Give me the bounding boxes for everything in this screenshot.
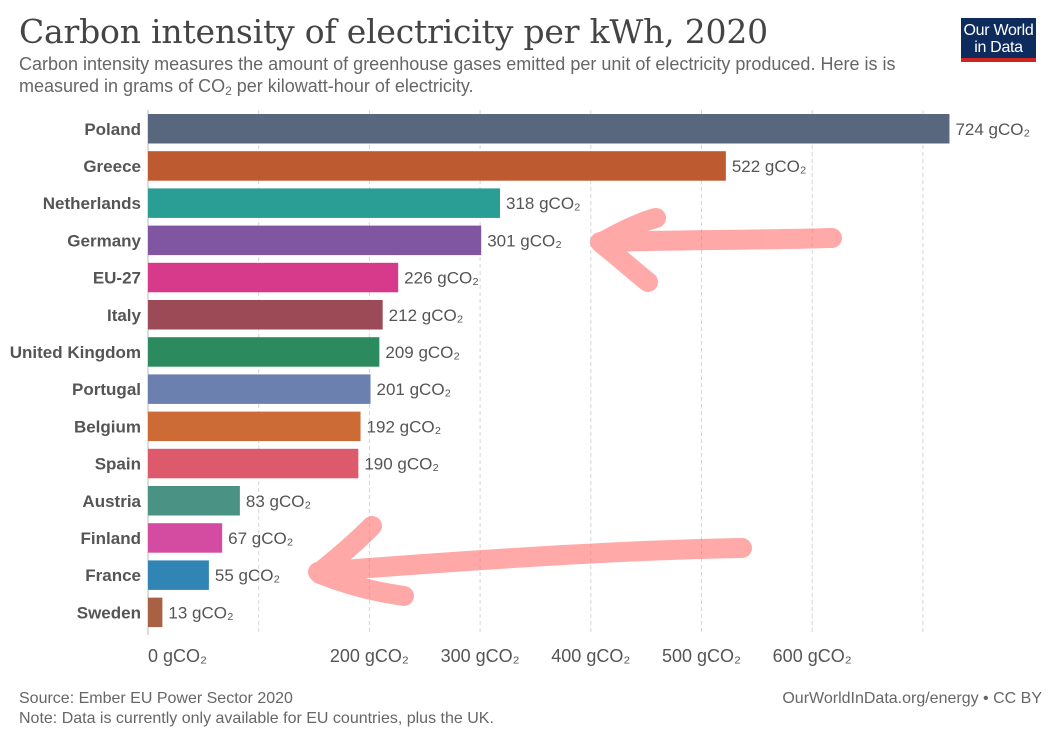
category-label: United Kingdom xyxy=(10,343,141,362)
bar xyxy=(148,411,361,442)
subtitle-subscript: 2 xyxy=(225,84,232,98)
value-label: 301 gCO₂ xyxy=(487,231,562,250)
value-label: 67 gCO₂ xyxy=(228,529,293,548)
logo-line-1: Our World xyxy=(963,22,1034,39)
x-tick-label: 300 gCO₂ xyxy=(441,646,520,666)
x-tick-label: 500 gCO₂ xyxy=(662,646,741,666)
category-label: Germany xyxy=(67,231,141,250)
bar xyxy=(148,262,399,293)
footer-left: Source: Ember EU Power Sector 2020 Note:… xyxy=(19,689,494,729)
category-label: France xyxy=(85,566,141,585)
bar xyxy=(148,151,726,181)
arrow-to-france xyxy=(308,516,752,606)
value-label: 201 gCO₂ xyxy=(377,380,452,399)
bar xyxy=(148,225,482,256)
arrow-to-germany-stroke xyxy=(590,228,842,252)
value-label: 55 gCO₂ xyxy=(215,566,280,585)
value-label: 209 gCO₂ xyxy=(385,343,460,362)
x-tick-label: 200 gCO₂ xyxy=(330,646,409,666)
x-tick-label: 400 gCO₂ xyxy=(551,646,630,666)
bar xyxy=(148,374,371,404)
value-label: 318 gCO₂ xyxy=(506,194,581,213)
subtitle-text-1: Carbon intensity measures the amount of … xyxy=(19,54,896,96)
arrow-to-germany xyxy=(590,208,842,292)
arrow-to-france-stroke xyxy=(310,564,414,606)
category-label: Italy xyxy=(107,306,142,325)
bar xyxy=(148,560,209,590)
chart-subtitle: Carbon intensity measures the amount of … xyxy=(19,53,919,97)
bar xyxy=(148,523,223,553)
value-label: 522 gCO₂ xyxy=(732,157,807,176)
value-label: 724 gCO₂ xyxy=(955,120,1030,139)
category-label: EU-27 xyxy=(93,269,141,288)
arrow-to-germany-stroke xyxy=(592,234,658,292)
category-label: Spain xyxy=(95,455,141,474)
chart-title: Carbon intensity of electricity per kWh,… xyxy=(19,12,768,51)
value-label: 13 gCO₂ xyxy=(168,603,233,622)
value-label: 212 gCO₂ xyxy=(389,306,464,325)
category-label: Poland xyxy=(84,120,141,139)
footer-link[interactable]: OurWorldInData.org/energy • CC BY xyxy=(782,690,1042,707)
value-label: 83 gCO₂ xyxy=(246,492,311,511)
logo-line-2: in Data xyxy=(974,39,1023,56)
value-label: 226 gCO₂ xyxy=(404,269,479,288)
x-tick-label: 600 gCO₂ xyxy=(773,646,852,666)
category-label: Belgium xyxy=(74,417,141,436)
arrow-to-france-stroke xyxy=(308,538,752,582)
category-label: Portugal xyxy=(72,380,141,399)
bar xyxy=(148,114,950,144)
category-label: Austria xyxy=(82,492,141,511)
value-label: 192 gCO₂ xyxy=(367,417,442,436)
bar xyxy=(148,486,240,516)
source-text: Source: Ember EU Power Sector 2020 xyxy=(19,690,293,707)
category-label: Netherlands xyxy=(43,194,141,213)
category-label: Greece xyxy=(83,157,141,176)
subtitle-text-2: per kilowatt-hour of electricity. xyxy=(231,76,474,96)
bar xyxy=(148,597,163,628)
bar xyxy=(148,448,359,479)
bar xyxy=(148,188,501,218)
category-label: Finland xyxy=(81,529,141,548)
value-label: 190 gCO₂ xyxy=(364,455,439,474)
bar xyxy=(148,300,383,330)
owid-logo[interactable]: Our World in Data xyxy=(961,18,1036,62)
x-tick-label: 0 gCO₂ xyxy=(148,646,207,666)
note-text: Note: Data is currently only available f… xyxy=(19,710,494,727)
bar xyxy=(148,337,380,367)
category-label: Sweden xyxy=(77,603,141,622)
